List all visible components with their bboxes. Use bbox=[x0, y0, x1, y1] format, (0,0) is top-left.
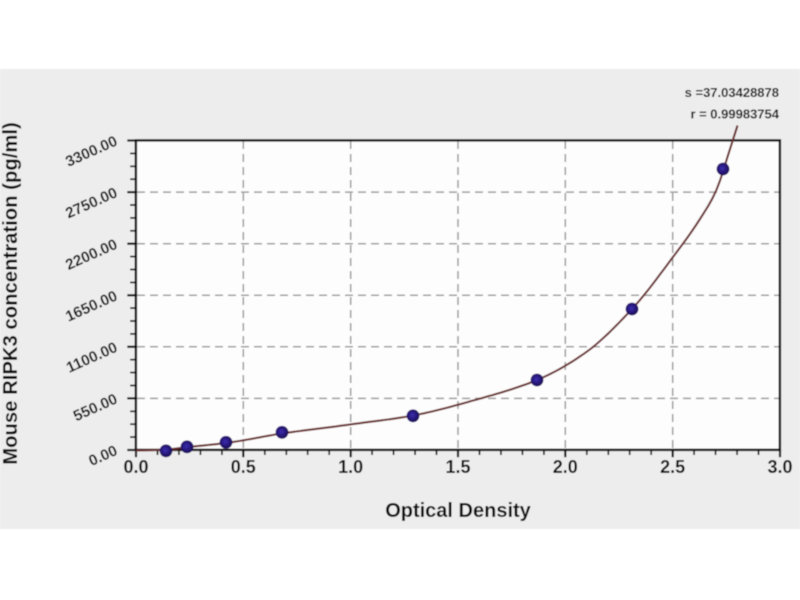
svg-text:s =37.03428878: s =37.03428878 bbox=[685, 85, 779, 100]
svg-text:1.0: 1.0 bbox=[338, 457, 363, 477]
svg-text:0.5: 0.5 bbox=[231, 457, 256, 477]
svg-text:2.0: 2.0 bbox=[553, 457, 578, 477]
svg-text:Optical Density: Optical Density bbox=[385, 500, 531, 522]
svg-text:1.5: 1.5 bbox=[445, 457, 470, 477]
svg-text:r = 0.99983754: r = 0.99983754 bbox=[690, 107, 779, 122]
svg-text:2.5: 2.5 bbox=[660, 457, 685, 477]
svg-text:3.0: 3.0 bbox=[767, 457, 792, 477]
svg-text:Mouse RIPK3 concentration (pg/: Mouse RIPK3 concentration (pg/ml) bbox=[0, 122, 22, 465]
svg-text:0.0: 0.0 bbox=[123, 457, 148, 477]
